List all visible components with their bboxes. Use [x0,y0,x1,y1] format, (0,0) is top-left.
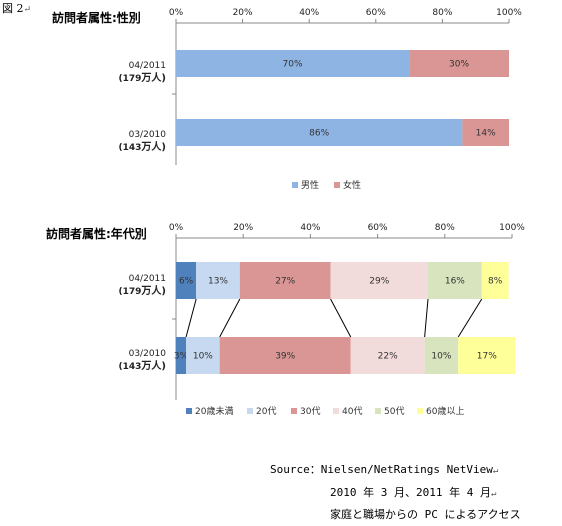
legend-swatch [292,182,298,188]
bar-segment [176,119,463,146]
category-period-label: 03/2010 [129,349,167,359]
bar-segment [409,50,509,77]
series-connector-line [457,298,483,338]
x-tick-label: 60% [366,8,386,18]
legend-label: 男性 [301,179,319,191]
bar-segment [481,262,509,299]
legend-swatch [247,408,253,414]
bar-segment [176,262,197,299]
visitors-unit: 万人) [140,140,166,153]
legend-label: 40代 [342,406,362,417]
series-connector-line [185,298,197,338]
legend-label: 20歳未満 [195,405,233,417]
source-line-1: Source：Nielsen/NetRatings NetView↵ [270,461,498,477]
visitors-unit: 万人) [140,71,166,84]
chart-title: 訪問者属性:性別 [52,10,141,25]
visitors-unit: 万人) [140,359,166,372]
x-tick-label: 0% [169,223,184,233]
series-connector-line [424,298,429,338]
legend-label: 20代 [256,406,276,417]
series-connector-line [219,298,241,338]
legend-swatch [417,408,423,414]
x-tick-label: 80% [435,223,455,233]
category-period-label: 04/2011 [129,274,166,284]
visitors-unit: 万人) [140,284,166,297]
source-line-3: 家庭と職場からの PC によるアクセス [330,506,521,522]
series-connector-line [330,298,352,338]
bar-value-label: 70% [283,60,303,70]
legend-swatch [291,408,297,414]
bar-value-label: 17% [477,352,497,362]
category-period-label: 04/2011 [129,61,166,71]
x-tick-label: 80% [432,8,452,18]
legend-label: 50代 [384,406,404,417]
legend-swatch [186,408,192,414]
legend-swatch [334,182,340,188]
bar-value-label: 8% [488,277,503,287]
return-mark: ↵ [23,5,32,15]
legend-label: 60歳以上 [426,405,464,417]
visitors-count: (179 [119,74,142,84]
bar-value-label: 27% [275,277,295,287]
x-tick-label: 100% [496,8,522,18]
bar-segment [239,262,331,299]
bar-segment [428,262,482,299]
visitors-count: (179 [119,287,142,297]
x-tick-label: 20% [233,8,253,18]
bar-segment [176,337,187,374]
legend-label: 女性 [343,179,361,191]
legend-swatch [333,408,339,414]
bar-value-label: 30% [449,60,469,70]
return-mark: ↵ [492,466,499,476]
return-mark: ↵ [490,489,497,499]
x-tick-label: 60% [368,223,388,233]
bar-segment [424,337,459,374]
x-tick-label: 100% [499,223,525,233]
figure-number: 図 2 [2,2,24,15]
legend-label: 30代 [300,406,320,417]
bar-value-label: 13% [208,277,228,287]
bar-segment [219,337,351,374]
source-access-text: 家庭と職場からの PC によるアクセス [330,508,521,521]
category-visitors-label: (143万人) [119,359,166,372]
bar-segment [196,262,240,299]
bar-value-label: 6% [179,277,194,287]
bar-value-label: 10% [431,352,451,362]
bar-value-label: 22% [378,352,398,362]
x-tick-label: 40% [299,8,319,18]
bar-value-label: 86% [309,129,329,139]
x-tick-label: 20% [233,223,253,233]
x-tick-label: 0% [169,8,184,18]
bar-value-label: 16% [445,277,465,287]
source-text: Source：Nielsen/NetRatings NetView [270,463,493,476]
bar-value-label: 3% [174,352,189,362]
bar-value-label: 29% [369,277,389,287]
source-line-2: 2010 年 3 月、2011 年 4 月↵ [330,484,496,500]
x-tick-label: 40% [300,223,320,233]
legend-swatch [375,408,381,414]
bar-segment [186,337,220,374]
source-period-text: 2010 年 3 月、2011 年 4 月 [330,486,491,499]
bar-value-label: 39% [275,352,295,362]
category-visitors-label: (143万人) [119,140,166,153]
visitors-count: (143 [119,143,142,153]
category-visitors-label: (179万人) [119,71,166,84]
category-visitors-label: (179万人) [119,284,166,297]
bar-segment [176,50,410,77]
bar-segment [330,262,428,299]
figure-label: 図 2↵ [2,0,31,16]
bar-segment [350,337,425,374]
visitors-count: (143 [119,362,142,372]
bar-value-label: 10% [193,352,213,362]
category-period-label: 03/2010 [129,130,167,140]
bar-segment [458,337,516,374]
bar-value-label: 14% [476,129,496,139]
bar-segment [462,119,509,146]
chart-title: 訪問者属性:年代別 [46,226,147,241]
